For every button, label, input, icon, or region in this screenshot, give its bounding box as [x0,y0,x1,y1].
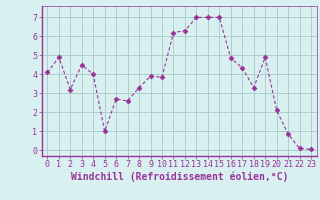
X-axis label: Windchill (Refroidissement éolien,°C): Windchill (Refroidissement éolien,°C) [70,172,288,182]
